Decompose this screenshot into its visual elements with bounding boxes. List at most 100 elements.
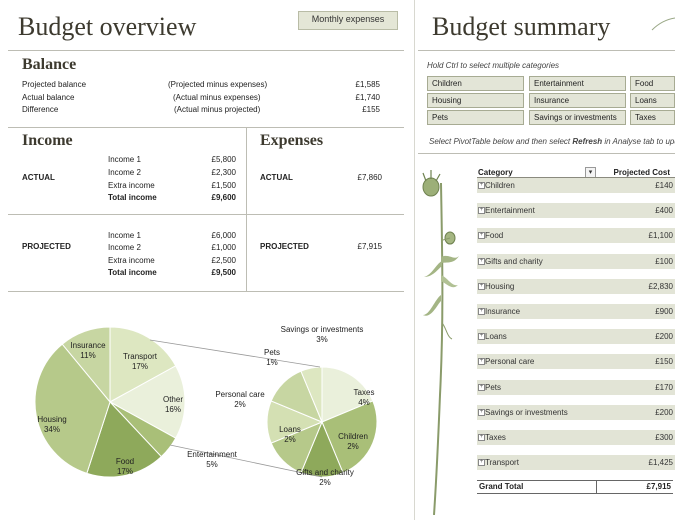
slicer-item[interactable]: Insurance bbox=[529, 93, 626, 108]
expand-icon[interactable]: + bbox=[478, 232, 485, 240]
expand-icon[interactable]: + bbox=[478, 383, 485, 391]
pie-label: Personal care 2% bbox=[195, 390, 285, 410]
pivot-row[interactable]: + Food £1,100 bbox=[477, 228, 675, 244]
income-total-value: £9,500 bbox=[211, 268, 236, 277]
connector-line bbox=[169, 444, 323, 478]
slicer-hint: Hold Ctrl to select multiple categories bbox=[427, 61, 560, 70]
pie-label-percent: 1% bbox=[266, 358, 278, 367]
pivot-row-value: £1,425 bbox=[648, 458, 673, 468]
pie-label-percent: 2% bbox=[347, 442, 359, 451]
instructions-bold: Refresh bbox=[572, 137, 603, 146]
pie-label: Children 2% bbox=[308, 432, 398, 452]
pie-label: Taxes 4% bbox=[319, 388, 409, 408]
income-row-label: Income 2 bbox=[108, 168, 141, 177]
expand-icon[interactable]: + bbox=[478, 282, 485, 290]
pivot-row[interactable]: + Gifts and charity £100 bbox=[477, 253, 675, 269]
pivot-row-value: £2,830 bbox=[648, 281, 673, 291]
expand-icon[interactable]: + bbox=[478, 308, 485, 315]
pie-slice bbox=[300, 366, 323, 423]
income-row-value: £1,000 bbox=[211, 243, 236, 252]
pivot-row[interactable]: + Entertainment £400 bbox=[477, 203, 675, 219]
expand-icon[interactable]: + bbox=[478, 333, 485, 341]
balance-label: Difference bbox=[22, 105, 59, 114]
instructions-text: in Analyse tab to upd bbox=[602, 137, 675, 146]
slicer-item[interactable]: Entertainment bbox=[529, 76, 626, 91]
expand-icon[interactable]: + bbox=[478, 408, 485, 416]
expand-icon[interactable]: + bbox=[478, 459, 485, 467]
pie-label-percent: 16% bbox=[164, 405, 181, 414]
page-title: Budget overview bbox=[18, 12, 197, 41]
balance-note: (Projected minus expenses) bbox=[168, 80, 268, 89]
divider bbox=[418, 50, 675, 51]
pivot-row-value: £400 bbox=[655, 206, 673, 216]
pie-label-percent: 3% bbox=[316, 335, 328, 344]
pie-of-pie-chart bbox=[34, 326, 378, 478]
pivot-row-value: £900 bbox=[655, 307, 673, 316]
pivot-row[interactable]: + Taxes £300 bbox=[477, 430, 675, 445]
divider bbox=[8, 50, 404, 51]
balance-label: Projected balance bbox=[22, 80, 87, 89]
pivot-row-label: Loans bbox=[485, 332, 507, 342]
pie-label: Other 16% bbox=[128, 395, 218, 415]
pivot-row-label: Pets bbox=[485, 382, 502, 392]
pivot-row[interactable]: + Pets £170 bbox=[477, 379, 675, 395]
pie-label-name: Loans bbox=[279, 425, 301, 434]
monthly-expenses-button[interactable]: Monthly expenses bbox=[298, 11, 398, 30]
expenses-actual-label: ACTUAL bbox=[260, 173, 293, 182]
pie-slice bbox=[109, 326, 177, 403]
expand-icon[interactable]: + bbox=[478, 434, 485, 441]
expand-icon[interactable]: + bbox=[478, 257, 485, 265]
slicer-item[interactable]: Savings or investments bbox=[529, 110, 626, 125]
divider bbox=[418, 153, 675, 154]
pivot-row-value: £100 bbox=[655, 256, 673, 266]
pie-label-name: Personal care bbox=[215, 390, 265, 399]
divider bbox=[246, 127, 247, 291]
pivot-row[interactable]: + Savings or investments £200 bbox=[477, 404, 675, 420]
pivot-row[interactable]: + Personal care £150 bbox=[477, 354, 675, 370]
pivot-row-label: Personal care bbox=[485, 357, 535, 367]
pie-label-percent: 2% bbox=[319, 478, 331, 487]
pivot-row[interactable]: + Transport £1,425 bbox=[477, 455, 675, 471]
pie-slice bbox=[34, 343, 111, 474]
slicer-item[interactable]: Housing bbox=[427, 93, 524, 108]
pie-slice bbox=[321, 366, 374, 423]
balance-note: (Actual minus expenses) bbox=[173, 93, 261, 102]
pivot-row-label: Entertainment bbox=[485, 206, 535, 216]
expand-icon[interactable]: + bbox=[478, 182, 485, 189]
pie-label-name: Children bbox=[338, 432, 368, 441]
pie-label: Gifts and charity 2% bbox=[280, 468, 370, 488]
expand-icon[interactable]: + bbox=[478, 207, 485, 215]
pivot-row-value: £200 bbox=[655, 407, 673, 417]
slicer-item[interactable]: Loans bbox=[630, 93, 675, 108]
pie-label-name: Housing bbox=[37, 415, 67, 424]
pie-label-name: Pets bbox=[263, 348, 280, 357]
instructions-text: Select PivotTable below and then select bbox=[429, 137, 573, 146]
pie-label: Loans 2% bbox=[245, 425, 335, 445]
income-actual-label: ACTUAL bbox=[22, 173, 55, 182]
pivot-row[interactable]: + Loans £200 bbox=[477, 329, 675, 345]
pivot-row[interactable]: + Housing £2,830 bbox=[477, 278, 675, 294]
divider bbox=[8, 291, 404, 292]
pie-label: Transport 17% bbox=[95, 352, 185, 372]
balance-note: (Actual minus projected) bbox=[174, 105, 261, 114]
pie-label: Housing 34% bbox=[7, 415, 97, 435]
slicer-item[interactable]: Food bbox=[630, 76, 675, 91]
pivot-row-label: Gifts and charity bbox=[485, 256, 543, 266]
pivot-instructions: Select PivotTable below and then select … bbox=[429, 137, 675, 146]
summary-title: Budget summary bbox=[432, 12, 611, 41]
income-row-label: Extra income bbox=[108, 256, 155, 265]
expand-icon[interactable]: + bbox=[478, 358, 485, 366]
pivot-row[interactable]: + Insurance £900 bbox=[477, 304, 675, 319]
slicer-item[interactable]: Taxes bbox=[630, 110, 675, 125]
pie-label-percent: 5% bbox=[206, 460, 218, 469]
pie-slice bbox=[108, 365, 186, 439]
income-row-value: £2,300 bbox=[211, 168, 236, 177]
pivot-row-label: Insurance bbox=[485, 307, 521, 316]
pivot-header-category: Category bbox=[478, 168, 513, 177]
pivot-row-value: £170 bbox=[655, 382, 673, 392]
slicer-item[interactable]: Pets bbox=[427, 110, 524, 125]
income-row-label: Income 1 bbox=[108, 155, 141, 164]
slicer-item[interactable]: Children bbox=[427, 76, 524, 91]
pie-label-percent: 11% bbox=[80, 351, 96, 360]
pivot-row[interactable]: + Children £140 bbox=[477, 178, 675, 193]
